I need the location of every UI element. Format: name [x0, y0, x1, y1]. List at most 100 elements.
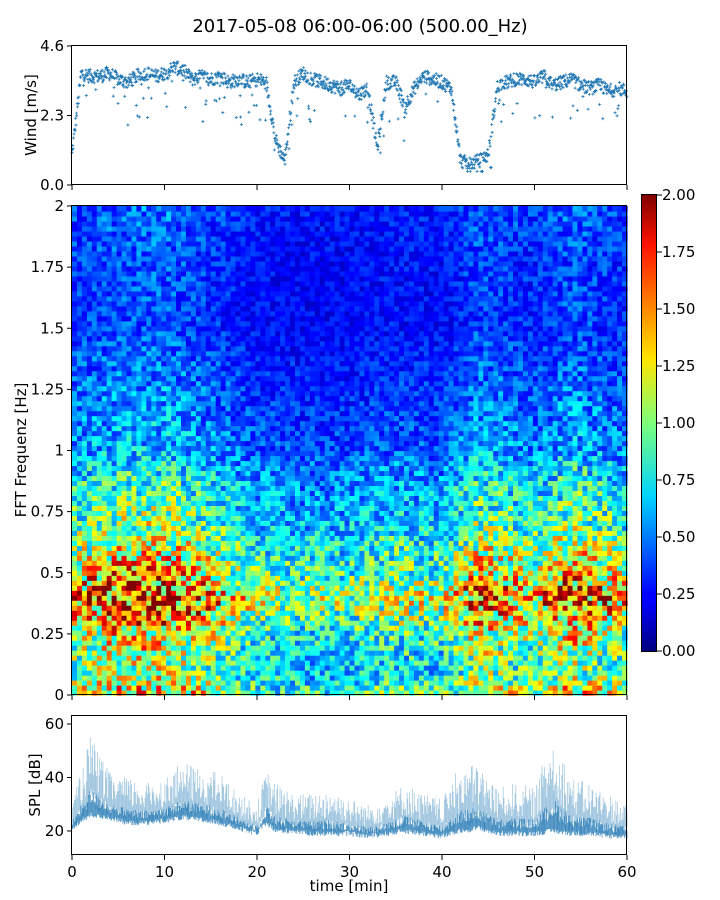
wind-axes-frame: [71, 45, 627, 185]
wind-point: [228, 78, 232, 82]
spectrogram-cell: [607, 560, 613, 566]
spectrogram-cell: [567, 640, 574, 646]
spectrogram-cell: [592, 655, 598, 661]
spectrogram-cell: [86, 560, 93, 566]
spectrogram-cell: [597, 650, 603, 656]
spectrogram-cell: [448, 645, 455, 651]
spectrogram-cell: [522, 570, 529, 576]
spectrogram-cell: [562, 555, 569, 561]
spectrogram-cell: [478, 580, 484, 586]
spectrogram-cell: [349, 655, 356, 661]
spectrogram-cell: [314, 635, 321, 641]
wind-point: [251, 72, 255, 76]
spectrogram-cell: [304, 670, 311, 676]
spectrogram-cell: [96, 575, 103, 581]
wind-point: [453, 123, 457, 127]
spectrogram-cell: [294, 575, 301, 581]
spectrogram-cell: [413, 615, 420, 621]
spectrogram-cell: [379, 535, 385, 541]
spectrogram-cell: [443, 600, 450, 606]
spectrogram-cell: [488, 675, 494, 681]
spectrogram-cell: [200, 570, 207, 576]
spectrogram-cell: [116, 560, 123, 566]
spectrogram-cell: [602, 635, 608, 641]
spectrogram-cell: [572, 595, 579, 601]
spectrogram-cell: [498, 565, 504, 571]
wind-point: [168, 74, 172, 78]
spectrogram-cell: [359, 630, 365, 636]
spectrogram-cell: [176, 585, 182, 591]
spectrogram-cell: [285, 570, 291, 576]
spectrogram-cell: [255, 560, 261, 566]
spectrogram-cell: [582, 595, 588, 601]
spectrogram-cell: [185, 600, 192, 606]
spectrogram-cell: [359, 625, 365, 631]
wind-point: [468, 169, 472, 173]
spectrogram-cell: [448, 590, 455, 596]
wind-point: [248, 85, 252, 89]
spectrogram-cell: [513, 660, 519, 666]
spectrogram-cell: [374, 570, 380, 576]
wind-point: [165, 105, 169, 109]
spectrogram-cell: [190, 545, 197, 551]
wind-point: [262, 76, 266, 80]
spectrogram-cell: [413, 680, 420, 686]
spectrogram-cell: [126, 560, 133, 566]
spectrogram-cell: [260, 650, 266, 656]
spectrogram-cell: [389, 675, 395, 681]
wind-point: [510, 77, 514, 81]
wind-point: [396, 83, 400, 87]
spectrogram-cell: [106, 635, 113, 641]
spectrogram-cell: [126, 625, 133, 631]
spectrogram-cell: [260, 595, 266, 601]
spectrogram-cell: [260, 645, 266, 651]
spectrogram-cell: [498, 670, 504, 676]
spectrogram-cell: [156, 635, 162, 641]
spectrogram-cell: [176, 625, 182, 631]
spectrogram-cell: [171, 680, 177, 686]
spectrogram-cell: [299, 600, 306, 606]
wind-point: [222, 95, 226, 99]
wind-point: [495, 90, 499, 94]
wind-point: [285, 143, 289, 147]
spectrogram-cell: [582, 550, 588, 556]
spectrogram-cell: [314, 590, 321, 596]
spectrogram-cell: [399, 580, 405, 586]
wind-point: [520, 83, 524, 87]
spectrogram-cell: [215, 620, 222, 626]
spectrogram-cell: [185, 610, 192, 616]
spectrogram-cell: [309, 615, 316, 621]
spectrogram-cell: [91, 675, 98, 681]
spectrogram-cell: [404, 610, 410, 616]
spectrogram-cell: [255, 640, 261, 646]
spectrogram-cell: [225, 660, 232, 666]
spectrogram-cell: [185, 645, 192, 651]
wind-point: [210, 72, 214, 76]
wind-point: [146, 77, 150, 81]
spectrogram-cell: [567, 680, 574, 686]
spectrogram-cell: [542, 535, 549, 541]
spectrogram-cell: [151, 610, 157, 616]
spectrogram-cell: [215, 660, 222, 666]
spectrogram-cell: [86, 610, 93, 616]
spectrogram-cell: [394, 580, 400, 586]
spectrogram-cell: [408, 630, 415, 636]
wind-point: [460, 162, 464, 166]
spectrogram-cell: [557, 645, 564, 651]
spectrogram-cell: [265, 680, 271, 686]
spectrogram-cell: [200, 560, 207, 566]
spectrogram-cell: [617, 610, 623, 616]
spectrogram-cell: [493, 535, 499, 541]
spectrogram-cell: [354, 550, 361, 556]
spectrogram-cell: [359, 595, 365, 601]
spectrogram-cell: [488, 590, 494, 596]
wind-point: [163, 77, 167, 81]
spectrogram-cell: [522, 590, 529, 596]
spectrogram-cell: [498, 550, 504, 556]
spectrogram-cell: [384, 650, 390, 656]
spectrogram-cell: [141, 535, 147, 541]
spectrogram-cell: [156, 670, 162, 676]
spectrogram-cell: [394, 650, 400, 656]
spectrogram-cell: [483, 560, 489, 566]
spectrogram-cell: [423, 555, 430, 561]
